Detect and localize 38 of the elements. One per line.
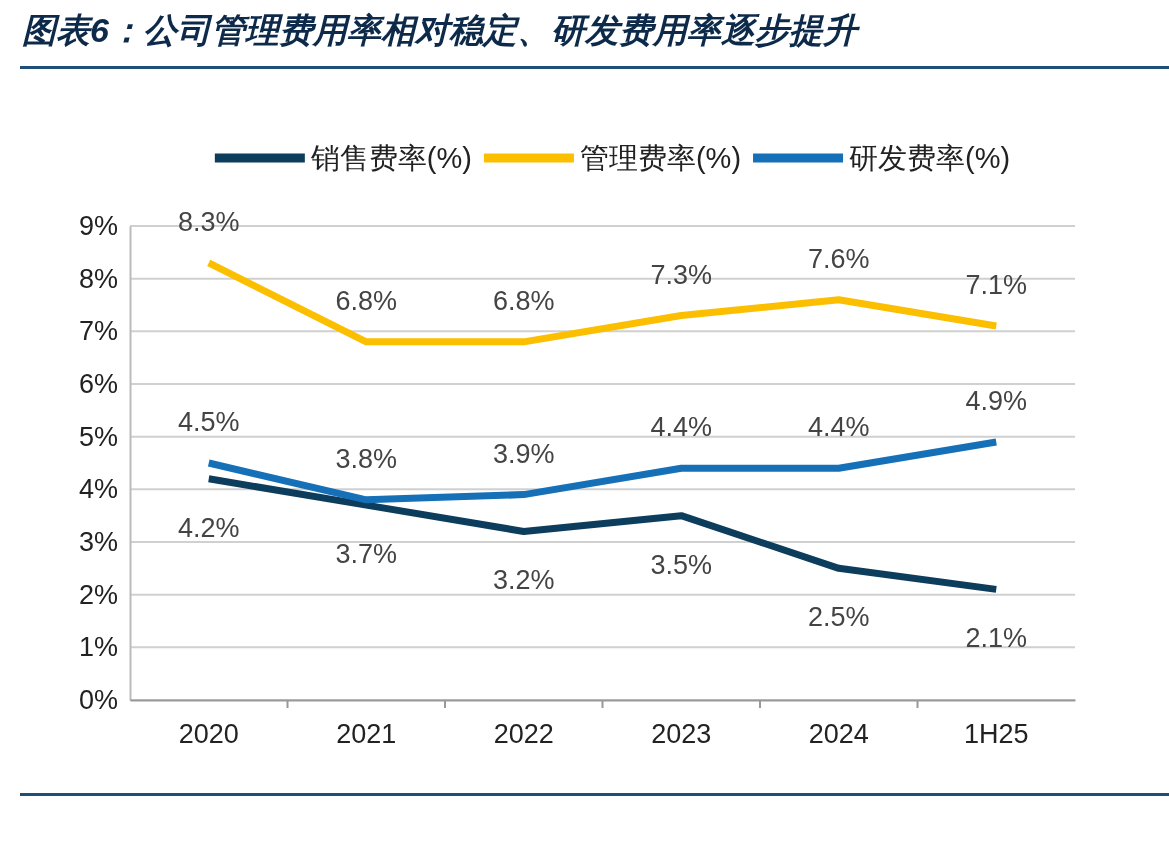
data-label: 7.1% <box>965 270 1028 301</box>
data-label: 6.8% <box>335 285 398 316</box>
legend-label: 销售费率(%) <box>309 142 472 174</box>
data-label: 4.2% <box>177 512 240 543</box>
y-tick-label: 5% <box>78 421 118 452</box>
chart-title: 图表6：公司管理费用率相对稳定、研发费用率逐步提升 <box>22 11 861 49</box>
data-label: 3.8% <box>335 443 398 474</box>
data-label: 2.5% <box>807 602 870 633</box>
y-tick-label: 9% <box>78 211 118 242</box>
data-label: 7.6% <box>807 243 870 274</box>
legend-label: 研发费率(%) <box>849 142 1011 174</box>
data-label: 4.9% <box>965 385 1028 416</box>
data-label: 3.5% <box>650 549 713 580</box>
x-tick-label: 2022 <box>493 719 554 750</box>
x-tick-label: 2023 <box>651 719 712 750</box>
legend-label: 管理费率(%) <box>579 142 742 174</box>
data-label: 3.2% <box>492 565 555 596</box>
y-tick-label: 8% <box>78 263 118 294</box>
data-label: 2.1% <box>965 623 1028 654</box>
x-tick-label: 1H25 <box>963 719 1029 750</box>
x-tick-label: 2021 <box>336 719 397 750</box>
data-label: 3.9% <box>492 438 555 469</box>
data-label: 4.4% <box>807 412 870 443</box>
y-tick-label: 3% <box>78 527 118 558</box>
y-tick-label: 0% <box>78 685 118 716</box>
x-tick-label: 2024 <box>808 719 869 750</box>
y-tick-label: 4% <box>78 474 118 505</box>
y-tick-label: 2% <box>78 579 118 610</box>
y-tick-label: 1% <box>78 632 118 663</box>
data-label: 4.5% <box>177 407 240 437</box>
data-label: 7.3% <box>650 259 713 290</box>
y-tick-label: 7% <box>78 316 118 347</box>
y-tick-label: 6% <box>78 369 118 400</box>
data-label: 8.3% <box>177 206 240 237</box>
data-label: 6.8% <box>492 285 555 316</box>
x-tick-label: 2020 <box>178 719 239 750</box>
data-label: 3.7% <box>335 539 398 570</box>
data-label: 4.4% <box>650 412 713 443</box>
